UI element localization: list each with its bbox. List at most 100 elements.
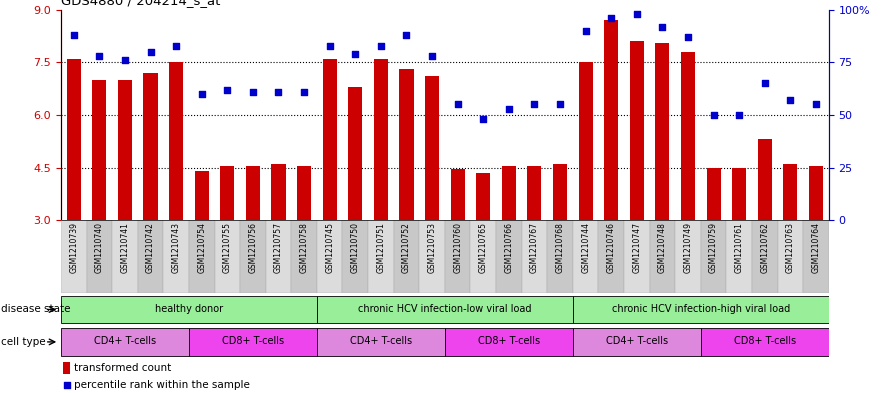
Text: GSM1210739: GSM1210739 [69, 222, 78, 273]
Bar [604, 20, 618, 220]
Bar [701, 328, 829, 356]
Point [732, 112, 746, 118]
Text: GSM1210765: GSM1210765 [478, 222, 487, 273]
Text: GSM1210766: GSM1210766 [504, 222, 513, 273]
Bar [393, 220, 419, 293]
Bar [368, 220, 393, 293]
Text: chronic HCV infection-high viral load: chronic HCV infection-high viral load [612, 304, 790, 314]
Bar [701, 220, 727, 293]
Text: GSM1210760: GSM1210760 [453, 222, 462, 273]
Text: healthy donor: healthy donor [155, 304, 223, 314]
Bar [579, 62, 592, 220]
Point [66, 32, 81, 38]
Bar [63, 362, 70, 374]
Bar [323, 59, 337, 220]
Point [59, 382, 73, 389]
Bar [61, 296, 317, 323]
Bar [707, 167, 720, 220]
Bar [112, 220, 138, 293]
Bar [271, 164, 286, 220]
Bar [783, 164, 797, 220]
Point [297, 89, 311, 95]
Bar [194, 171, 209, 220]
Bar [445, 328, 573, 356]
Point [579, 28, 593, 34]
Text: GSM1210752: GSM1210752 [402, 222, 411, 273]
Point [502, 105, 516, 112]
Bar [425, 76, 439, 220]
Bar [297, 166, 311, 220]
Bar [143, 73, 158, 220]
Point [374, 42, 388, 49]
Bar [553, 164, 567, 220]
Bar [163, 220, 189, 293]
Text: chronic HCV infection-low viral load: chronic HCV infection-low viral load [358, 304, 531, 314]
Bar [214, 220, 240, 293]
Point [169, 42, 184, 49]
Point [271, 89, 286, 95]
Point [451, 101, 465, 108]
Point [194, 91, 209, 97]
Text: GSM1210741: GSM1210741 [120, 222, 129, 273]
Text: GSM1210761: GSM1210761 [735, 222, 744, 273]
Text: GSM1210764: GSM1210764 [812, 222, 821, 273]
Bar [317, 296, 573, 323]
Bar [291, 220, 317, 293]
Text: GSM1210742: GSM1210742 [146, 222, 155, 273]
Point [809, 101, 823, 108]
Text: GSM1210762: GSM1210762 [761, 222, 770, 273]
Text: GSM1210763: GSM1210763 [786, 222, 795, 273]
Text: GSM1210740: GSM1210740 [95, 222, 104, 273]
Bar [650, 220, 676, 293]
Point [349, 51, 363, 57]
Point [630, 11, 644, 17]
Bar [349, 87, 362, 220]
Bar [87, 220, 112, 293]
Text: CD8+ T-cells: CD8+ T-cells [734, 336, 796, 346]
Text: GSM1210758: GSM1210758 [299, 222, 308, 273]
Text: GDS4880 / 204214_s_at: GDS4880 / 204214_s_at [61, 0, 220, 7]
Bar [727, 220, 752, 293]
Text: transformed count: transformed count [73, 363, 171, 373]
Bar [803, 220, 829, 293]
Bar [676, 220, 701, 293]
Text: CD8+ T-cells: CD8+ T-cells [222, 336, 284, 346]
Bar [624, 220, 650, 293]
Text: GSM1210756: GSM1210756 [248, 222, 257, 273]
Bar [92, 80, 107, 220]
Text: GSM1210747: GSM1210747 [633, 222, 642, 273]
Point [604, 15, 618, 21]
Bar [266, 220, 291, 293]
Text: GSM1210753: GSM1210753 [427, 222, 436, 273]
Bar [61, 328, 189, 356]
Text: GSM1210754: GSM1210754 [197, 222, 206, 273]
Bar [138, 220, 163, 293]
Text: GSM1210755: GSM1210755 [223, 222, 232, 273]
Bar [681, 52, 695, 220]
Bar [240, 220, 266, 293]
Bar [630, 41, 644, 220]
Bar [61, 220, 87, 293]
Bar [496, 220, 521, 293]
Point [476, 116, 490, 122]
Bar [573, 296, 829, 323]
Bar [374, 59, 388, 220]
Point [323, 42, 337, 49]
Point [655, 24, 669, 30]
Bar [118, 80, 132, 220]
Bar [573, 328, 701, 356]
Text: CD4+ T-cells: CD4+ T-cells [349, 336, 412, 346]
Text: GSM1210757: GSM1210757 [274, 222, 283, 273]
Bar [470, 220, 496, 293]
Point [143, 49, 158, 55]
Text: GSM1210767: GSM1210767 [530, 222, 539, 273]
Bar [521, 220, 547, 293]
Text: GSM1210745: GSM1210745 [325, 222, 334, 273]
Bar [451, 169, 465, 220]
Bar [732, 167, 746, 220]
Point [681, 34, 695, 40]
Bar [573, 220, 599, 293]
Bar [655, 43, 669, 220]
Point [425, 53, 439, 59]
Text: cell type: cell type [1, 337, 46, 347]
